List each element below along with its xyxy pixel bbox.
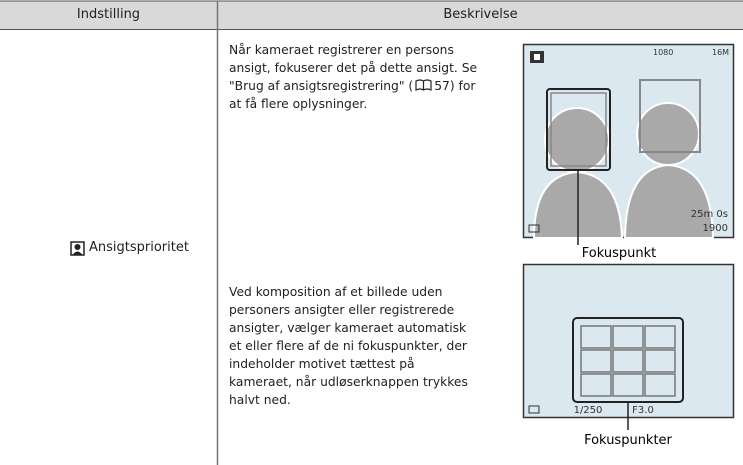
focus-point bbox=[580, 373, 612, 397]
text-line: personers ansigter eller registrerede bbox=[229, 303, 455, 317]
header-cell: Beskrivelse bbox=[443, 7, 518, 22]
focus-point bbox=[580, 325, 612, 349]
text-line: indeholder motivet tættest på bbox=[229, 357, 415, 371]
text-line: Når kameraet registrerer en persons bbox=[229, 43, 454, 57]
screen-text: 1080 bbox=[653, 48, 673, 57]
text-line: 57) for bbox=[434, 79, 476, 93]
focus-point bbox=[580, 349, 612, 373]
face-icon bbox=[70, 241, 85, 256]
setting-name: Ansigtsprioritet bbox=[89, 240, 189, 255]
text-line: kameraet, når udløserknappen trykkes bbox=[229, 375, 468, 389]
screen-text: F3.0 bbox=[632, 405, 654, 416]
focus-point bbox=[644, 373, 676, 397]
caption: Fokuspunkt bbox=[582, 246, 656, 261]
focus-point bbox=[612, 373, 644, 397]
screen-text: 1900 bbox=[703, 223, 728, 234]
text-line: "Brug af ansigtsregistrering" ( bbox=[229, 79, 414, 93]
screen-text: 16M bbox=[712, 48, 729, 57]
focus-point bbox=[644, 349, 676, 373]
text-line: halvt ned. bbox=[229, 393, 291, 407]
focus-point bbox=[612, 325, 644, 349]
focus-point bbox=[644, 325, 676, 349]
paragraph: Ved komposition af et billede uden person… bbox=[229, 283, 468, 409]
book-icon bbox=[415, 79, 432, 91]
screen-text: 1/250 bbox=[574, 405, 603, 416]
screen-2 bbox=[522, 263, 735, 430]
focus-point bbox=[612, 349, 644, 373]
screen-text: 25m 0s bbox=[691, 209, 728, 220]
header-cell: Indstilling bbox=[76, 7, 141, 22]
text-line: Ved komposition af et billede uden bbox=[229, 285, 443, 299]
screen-1 bbox=[522, 43, 735, 245]
text-line: et eller flere af de ni fokuspunkter, de… bbox=[229, 339, 467, 353]
paragraph: Når kameraet registrerer en persons ansig… bbox=[229, 41, 477, 113]
text-line: ansigt, fokuserer det på dette ansigt. S… bbox=[229, 61, 478, 75]
caption: Fokuspunkter bbox=[584, 433, 672, 448]
text-line: ansigter, vælger kameraet automatisk bbox=[229, 321, 467, 335]
text-line: at få flere oplysninger. bbox=[229, 97, 368, 111]
